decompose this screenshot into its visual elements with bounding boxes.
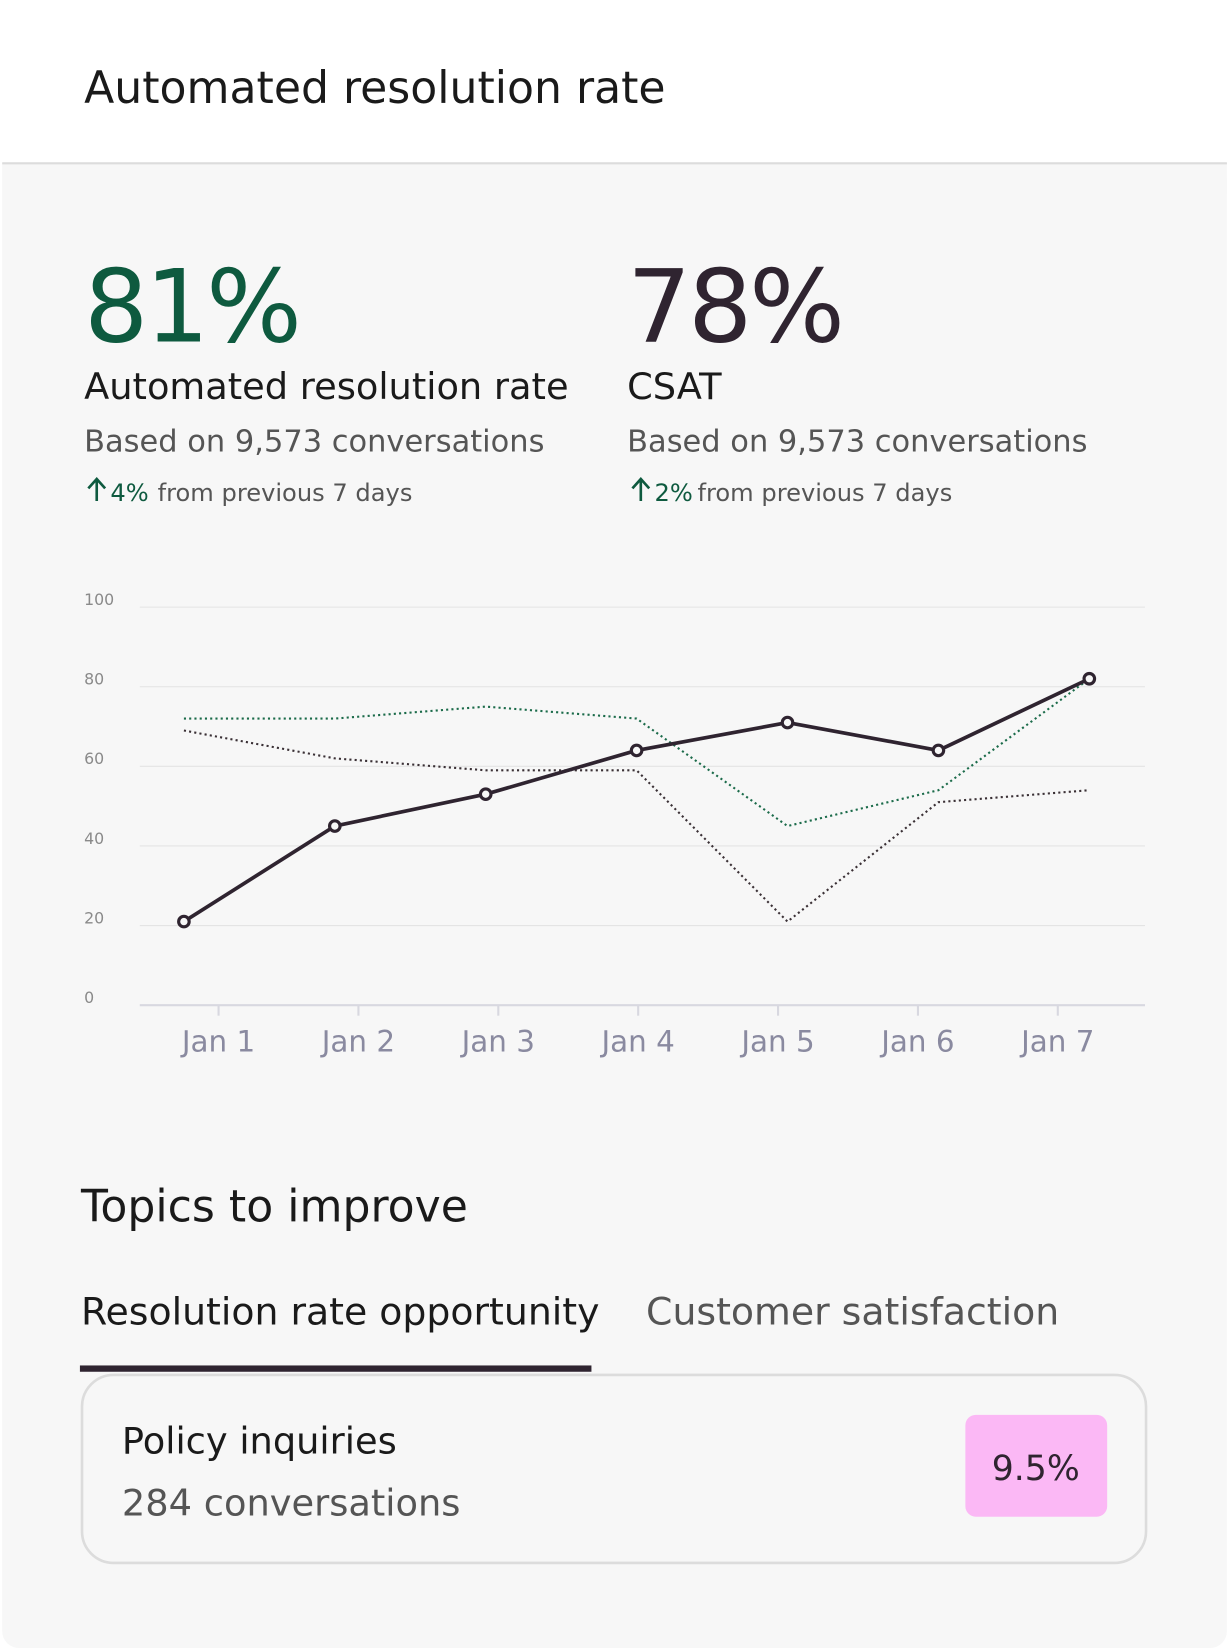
metric-value: 78% bbox=[627, 247, 842, 365]
tab-underline bbox=[79, 1365, 592, 1372]
x-tick-label: Jan 6 bbox=[879, 1024, 954, 1058]
y-tick-label: 100 bbox=[84, 590, 114, 609]
topic-card[interactable] bbox=[80, 1373, 1148, 1565]
x-tick-label: Jan 4 bbox=[600, 1024, 675, 1058]
metric-change-text: from previous 7 days bbox=[158, 479, 413, 507]
tab[interactable]: Resolution rate opportunity bbox=[81, 1289, 600, 1333]
series-line bbox=[183, 729, 1090, 923]
metric-basis: Based on 9,573 conversations bbox=[84, 425, 544, 460]
tab[interactable]: Customer satisfaction bbox=[646, 1289, 1059, 1333]
rate-badge bbox=[965, 1414, 1108, 1517]
point bbox=[1082, 671, 1097, 686]
y-tick-label: 80 bbox=[84, 670, 104, 689]
up-arrow bbox=[631, 476, 651, 502]
x-tick-label: Jan 1 bbox=[180, 1024, 255, 1058]
section-title: Topics to improve bbox=[80, 1182, 468, 1233]
y-tick-label: 20 bbox=[84, 908, 104, 927]
point bbox=[327, 819, 342, 833]
metric-label: Automated resolution rate bbox=[84, 365, 568, 408]
page-title: Automated resolution rate bbox=[84, 63, 665, 114]
panel bbox=[2, 162, 1227, 1648]
metric-value: 81% bbox=[84, 247, 299, 365]
metric-label: CSAT bbox=[627, 365, 722, 408]
topic-name: Policy inquiries bbox=[122, 1420, 397, 1463]
point bbox=[780, 715, 795, 730]
topic-rate: 9.5% bbox=[992, 1449, 1080, 1489]
y-tick-label: 40 bbox=[84, 829, 104, 848]
panel-top bbox=[2, 162, 1227, 195]
x-tick-label: Jan 5 bbox=[739, 1024, 814, 1058]
point bbox=[177, 914, 191, 929]
metric-change: 4% bbox=[110, 479, 148, 507]
metric-basis: Based on 9,573 conversations bbox=[627, 425, 1087, 460]
metric-change-text: from previous 7 days bbox=[698, 479, 953, 507]
metric-change: 2% bbox=[654, 479, 692, 507]
topic-count: 284 conversations bbox=[122, 1482, 460, 1525]
x-tick-label: Jan 7 bbox=[1019, 1024, 1094, 1058]
series-line bbox=[183, 677, 1090, 828]
point bbox=[629, 743, 644, 758]
y-tick-label: 0 bbox=[84, 988, 94, 1007]
x-tick-label: Jan 2 bbox=[320, 1024, 395, 1058]
up-arrow bbox=[87, 476, 107, 502]
x-tick-label: Jan 3 bbox=[460, 1024, 535, 1058]
point bbox=[931, 743, 946, 758]
y-tick-label: 60 bbox=[84, 749, 104, 768]
line-chart: 0 20 40 60 80 100 Jan 1 Jan 2 Jan 3 Jan 4 Jan 5 Jan… bbox=[84, 590, 1145, 1058]
point bbox=[478, 787, 493, 802]
